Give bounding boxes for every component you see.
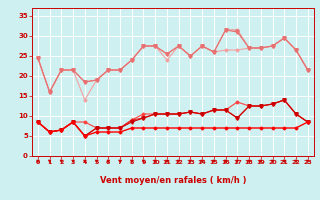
X-axis label: Vent moyen/en rafales ( km/h ): Vent moyen/en rafales ( km/h ) [100,176,246,185]
